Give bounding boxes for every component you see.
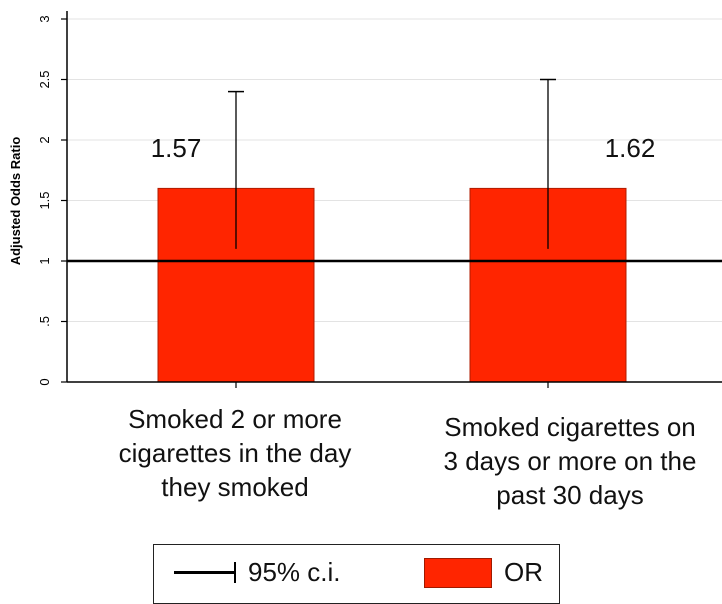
value-label-0: 1.57 (151, 133, 202, 163)
y-tick-label-4: 2 (37, 136, 52, 143)
category-label-1-line-2: past 30 days (496, 480, 644, 510)
y-tick-label-1: .5 (37, 316, 52, 327)
category-label-0-line-2: they smoked (161, 472, 309, 502)
legend-item-or: OR (424, 557, 543, 588)
y-axis-label: Adjusted Odds Ratio (8, 137, 23, 266)
category-label-1: Smoked cigarettes on 3 days or more on t… (418, 410, 722, 512)
y-tick-label-2: 1 (37, 257, 52, 264)
category-label-1-line-1: 3 days or more on the (443, 446, 697, 476)
legend-or-swatch-icon (424, 557, 492, 588)
legend-or-label: OR (504, 557, 543, 587)
y-ticks: 0 .5 1 1.5 2 2.5 3 (37, 15, 67, 386)
value-labels: 1.57 1.62 (151, 133, 656, 163)
bars (157, 187, 627, 383)
legend: 95% c.i. OR (153, 544, 560, 604)
legend-ci-line-icon (174, 562, 236, 583)
legend-item-ci: 95% c.i. (174, 557, 341, 588)
category-label-1-line-0: Smoked cigarettes on (444, 412, 696, 442)
y-tick-label-3: 1.5 (37, 191, 52, 209)
y-tick-label-0: 0 (37, 378, 52, 385)
y-tick-label-6: 3 (37, 15, 52, 22)
category-label-0-line-1: cigarettes in the day (118, 438, 352, 468)
legend-ci-label: 95% c.i. (248, 557, 341, 587)
value-label-1: 1.62 (605, 133, 656, 163)
axes (66, 11, 722, 388)
y-tick-label-5: 2.5 (37, 70, 52, 88)
category-label-0-line-0: Smoked 2 or more (128, 404, 342, 434)
ci-whiskers (228, 78, 556, 249)
category-label-0: Smoked 2 or more cigarettes in the day t… (66, 402, 404, 504)
